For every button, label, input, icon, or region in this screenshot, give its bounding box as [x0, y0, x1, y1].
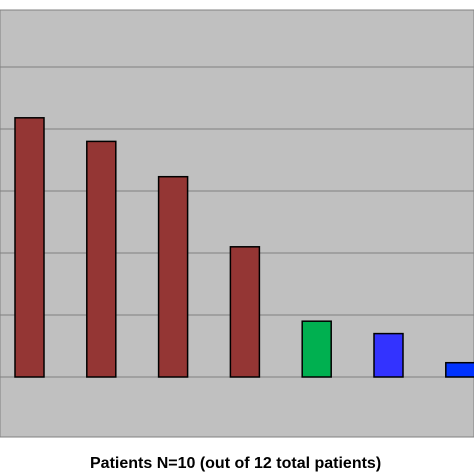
- bar-6: [373, 332, 404, 378]
- bar-1: [14, 117, 45, 378]
- bar-7: [445, 361, 474, 378]
- bar-5: [301, 320, 332, 378]
- bar-2: [86, 140, 117, 378]
- bars: [14, 117, 474, 378]
- bar-4: [229, 246, 261, 378]
- bar-3: [157, 175, 189, 378]
- x-axis-label: Patients N=10 (out of 12 total patients): [90, 455, 381, 472]
